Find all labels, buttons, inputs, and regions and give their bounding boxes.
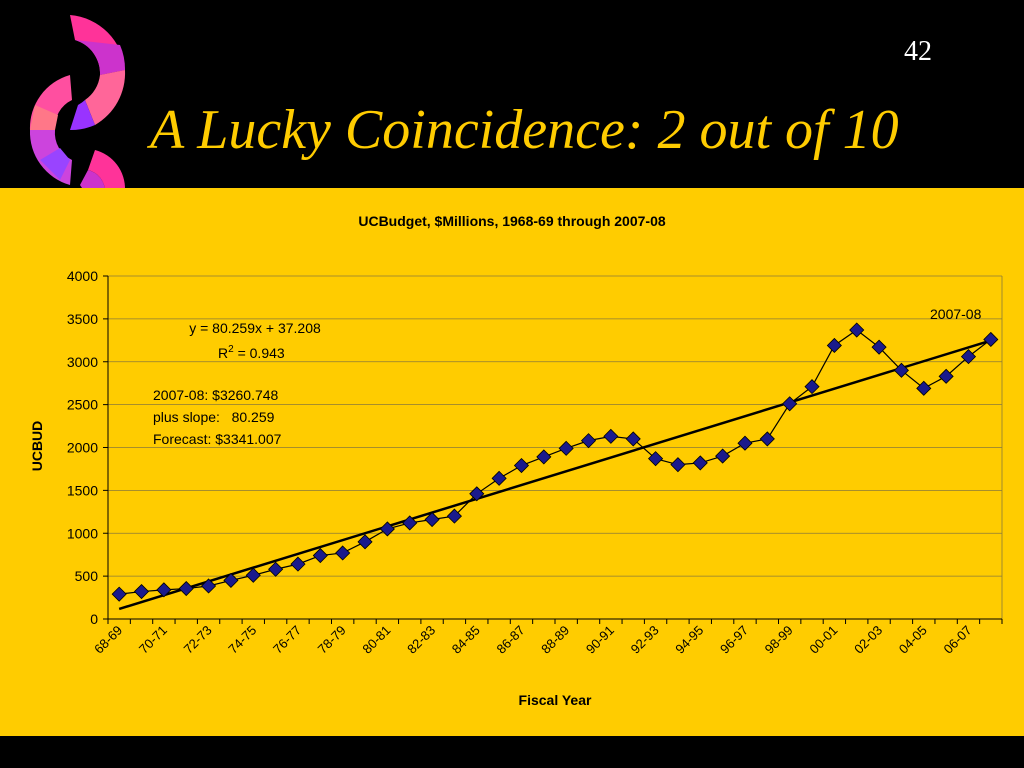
- r-squared-superscript: 2: [228, 344, 234, 355]
- data-point: [580, 433, 597, 449]
- data-point: [133, 583, 150, 600]
- regression-annotation: y = 80.259x + 37.208 R2 = 0.943: [189, 320, 321, 361]
- fan-top: [70, 15, 126, 131]
- data-point: [513, 457, 530, 474]
- x-tick-label: 92-93: [628, 623, 662, 657]
- data-point: [268, 561, 284, 577]
- data-point: [849, 322, 865, 338]
- forecast-note: 2007-08: $3260.748 plus slope: 80.259 Fo…: [153, 387, 282, 447]
- data-point: [558, 440, 574, 456]
- data-point: [715, 448, 731, 464]
- data-point: [536, 449, 552, 465]
- y-tick-label: 4000: [67, 268, 98, 284]
- x-axis: 68-69 70-71 72-73 74-75 76-77 78-79 80-81 82-83…: [91, 618, 1003, 657]
- fan-middle: [29, 75, 73, 185]
- y-tick-label: 3000: [67, 354, 98, 370]
- data-point: [357, 534, 373, 550]
- x-tick-label: 02-03: [851, 623, 885, 657]
- slide-title: A Lucky Coincidence: 2 out of 10: [150, 99, 899, 161]
- x-tick-label: 80-81: [359, 623, 393, 657]
- trend-line-group: [118, 338, 993, 611]
- y-axis-label: UCBUD: [29, 421, 45, 472]
- data-point: [201, 578, 217, 594]
- x-tick-label: 96-97: [717, 623, 751, 657]
- x-tick-label: 90-91: [583, 623, 617, 657]
- data-point: [312, 547, 328, 564]
- x-tick-label: 78-79: [315, 623, 349, 657]
- x-tick-label: 70-71: [136, 623, 170, 657]
- data-point: [469, 486, 485, 502]
- chart-title: UCBudget, $Millions, 1968-69 through 200…: [358, 213, 666, 229]
- x-tick-label: 06-07: [940, 623, 974, 657]
- budget-series: [111, 322, 999, 602]
- data-point: [625, 431, 641, 447]
- slide-number: 42: [904, 36, 932, 67]
- data-point: [938, 368, 954, 384]
- data-point: [335, 545, 351, 561]
- data-point: [916, 380, 932, 396]
- x-tick-label: 76-77: [270, 623, 304, 657]
- y-tick-label: 3500: [67, 311, 98, 327]
- x-axis-label: Fiscal Year: [519, 692, 592, 708]
- data-point: [603, 428, 619, 444]
- data-point: [737, 435, 753, 451]
- x-tick-label: 86-87: [493, 623, 527, 657]
- y-tick-label: 2500: [67, 397, 98, 413]
- x-tick-label: 98-99: [762, 623, 796, 657]
- data-point: [379, 521, 395, 537]
- gridlines: [108, 275, 1003, 619]
- forecast-note-line2: plus slope: 80.259: [153, 409, 275, 425]
- r-squared-text: R2 = 0.943: [218, 344, 285, 361]
- data-point: [156, 582, 172, 598]
- series-line: [119, 329, 992, 595]
- data-point: [424, 511, 440, 528]
- x-tick-label: 84-85: [449, 623, 483, 657]
- data-point: [670, 457, 686, 473]
- data-point: [759, 431, 775, 447]
- data-point: [648, 451, 664, 467]
- y-tick-label: 2000: [67, 440, 98, 456]
- data-point: [871, 339, 887, 355]
- x-tick-label: 68-69: [91, 623, 125, 657]
- decorative-swirl-graphic: [29, 15, 126, 200]
- data-point: [446, 508, 462, 524]
- x-tick-label: 82-83: [404, 623, 438, 657]
- r-squared-value: = 0.943: [234, 345, 285, 361]
- data-point: [491, 470, 507, 486]
- data-point: [290, 556, 306, 572]
- x-tick-label: 00-01: [806, 623, 840, 657]
- x-tick-label: 88-89: [538, 623, 572, 657]
- data-point: [893, 362, 909, 378]
- forecast-note-line3: Forecast: $3341.007: [153, 431, 282, 447]
- data-point: [111, 586, 127, 602]
- data-point: [245, 567, 261, 583]
- y-tick-label: 1000: [67, 525, 98, 541]
- y-tick-label: 0: [90, 611, 98, 627]
- budget-chart: UCBudget, $Millions, 1968-69 through 200…: [29, 213, 1003, 708]
- y-tick-label: 500: [75, 568, 99, 584]
- data-point: [178, 580, 194, 597]
- chart-panel: [0, 188, 1024, 736]
- data-point: [223, 572, 239, 588]
- x-tick-label: 04-05: [896, 623, 930, 657]
- data-point: [692, 455, 708, 471]
- data-point: [960, 349, 977, 365]
- data-point: [782, 396, 798, 412]
- y-tick-label: 1500: [67, 482, 98, 498]
- data-point: [804, 379, 820, 395]
- equation-text: y = 80.259x + 37.208: [189, 320, 321, 336]
- x-tick-label: 72-73: [181, 623, 215, 657]
- data-point: [983, 331, 999, 348]
- x-tick-label: 94-95: [672, 623, 706, 657]
- x-tick-label: 74-75: [225, 623, 259, 657]
- last-point-label: 2007-08: [930, 306, 982, 322]
- trend-line: [118, 338, 993, 611]
- forecast-note-line1: 2007-08: $3260.748: [153, 387, 279, 403]
- data-point: [402, 515, 418, 531]
- data-point: [826, 337, 842, 354]
- r-squared-prefix: R: [218, 345, 228, 361]
- y-axis: 0 500 1000 1500 2000 2500 3000 3500 4000: [67, 268, 109, 627]
